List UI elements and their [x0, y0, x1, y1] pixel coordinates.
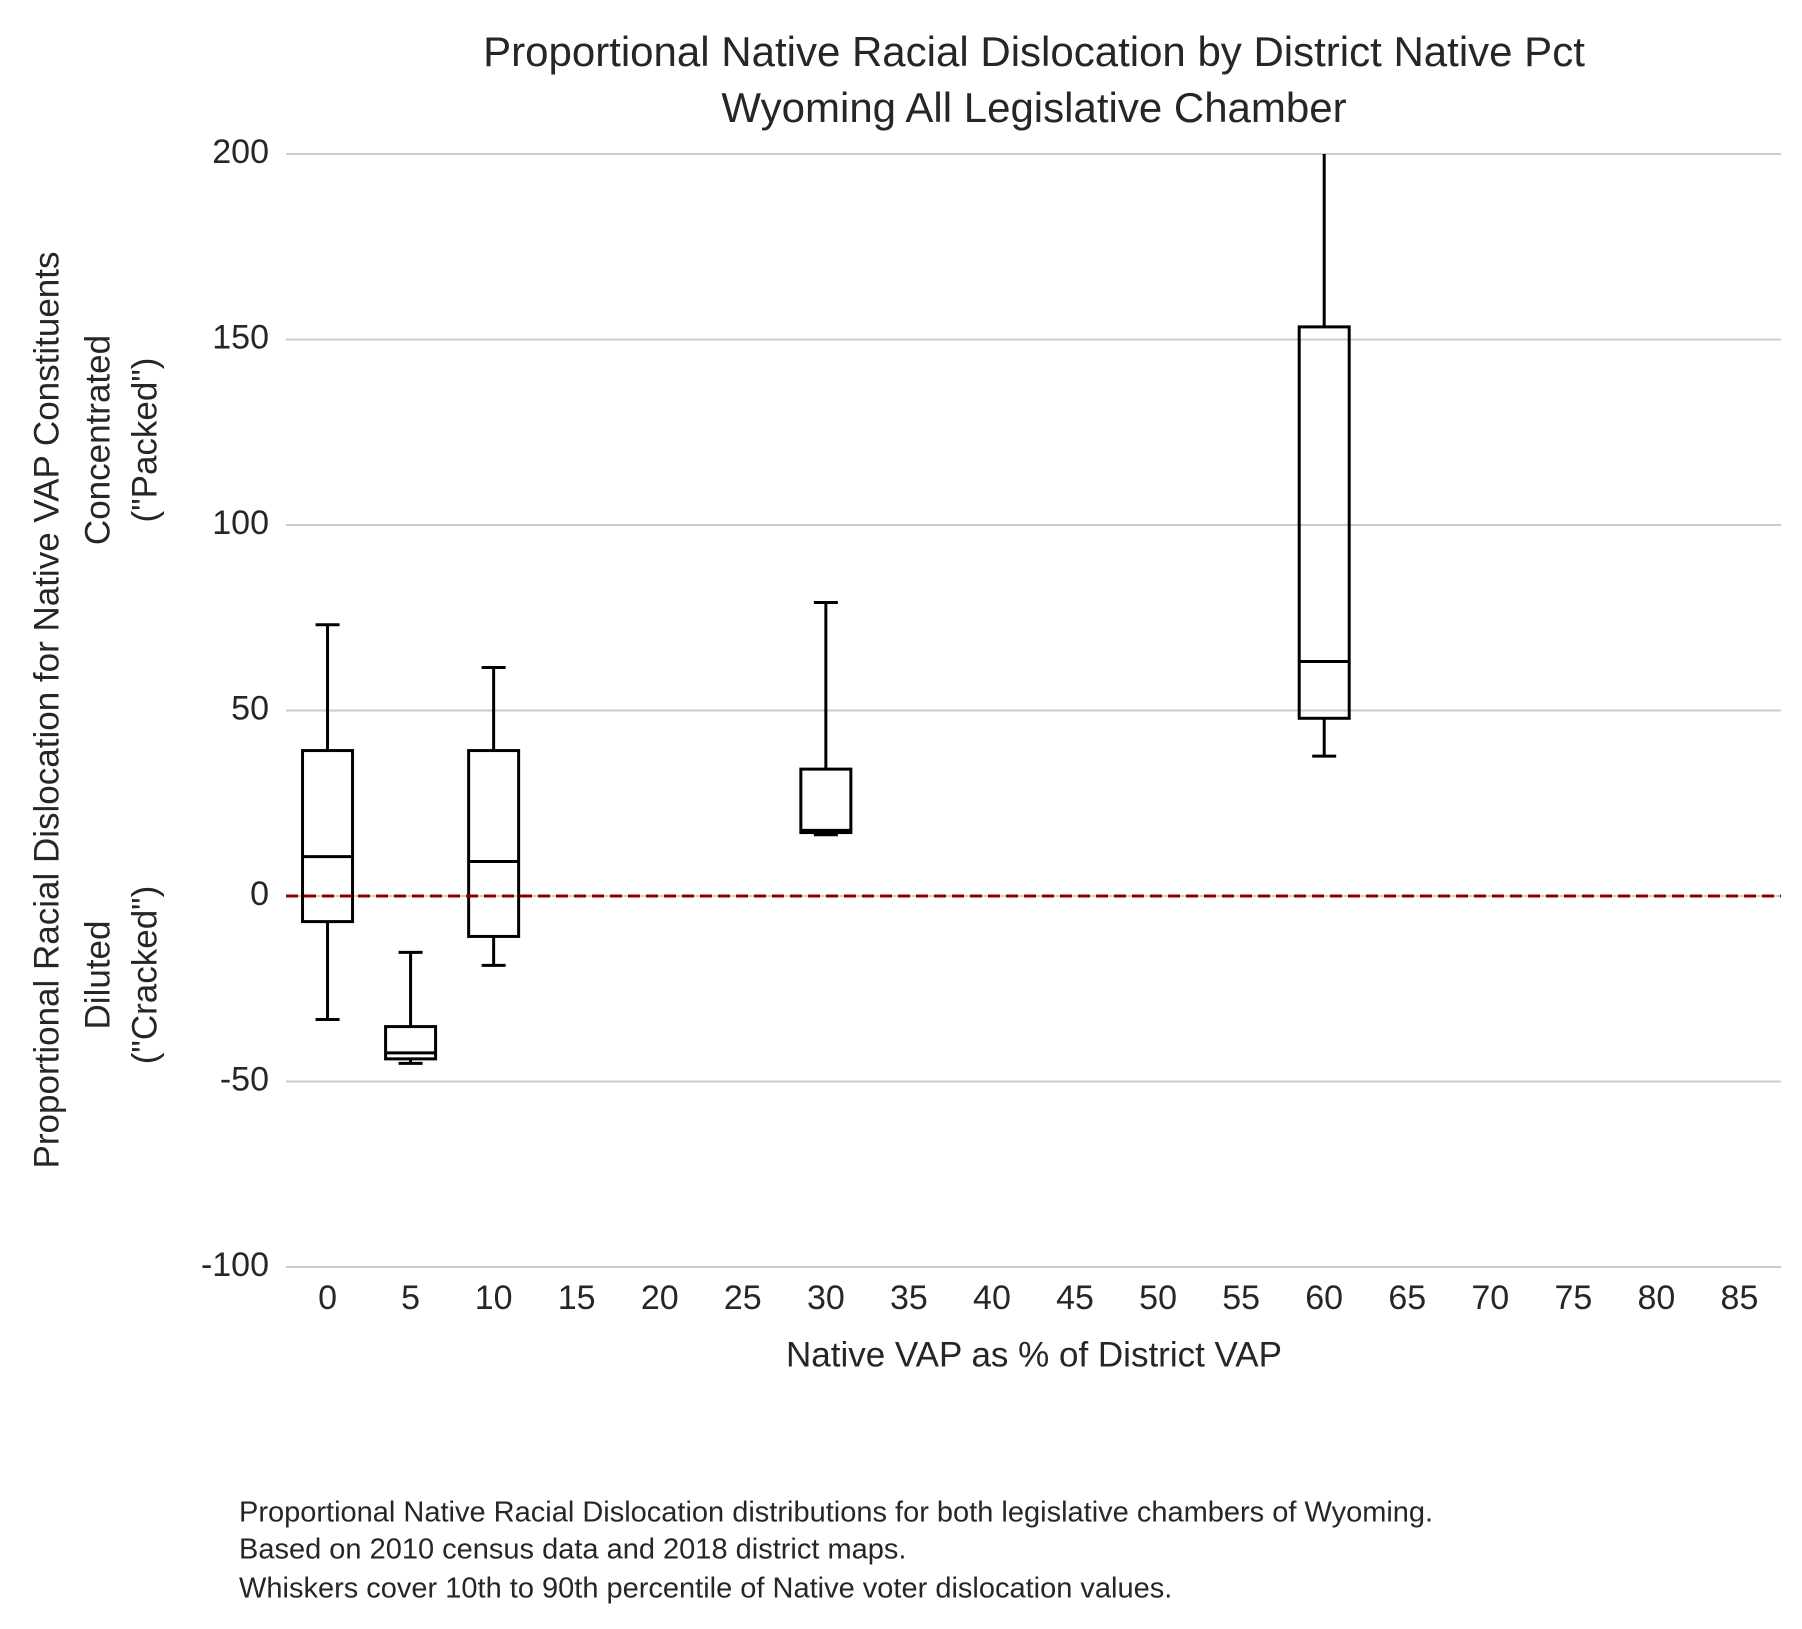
x-tick-label: 70 — [1471, 1279, 1509, 1317]
packed-label: Concentrated — [78, 335, 117, 545]
box — [384, 1025, 438, 1061]
y-axis-label: Proportional Racial Dislocation for Nati… — [27, 252, 66, 1169]
x-tick-label: 80 — [1638, 1279, 1676, 1317]
x-tick-label: 0 — [318, 1279, 337, 1317]
box — [467, 749, 521, 938]
cracked-label: Diluted — [78, 921, 117, 1030]
plot-area — [286, 154, 1781, 1065]
x-tick-label: 50 — [1139, 1279, 1177, 1317]
chart-subtitle: Wyoming All Legislative Chamber — [721, 84, 1346, 131]
caption: Proportional Native Racial Dislocation d… — [239, 1497, 1433, 1529]
x-tick-label: 25 — [724, 1279, 762, 1317]
x-tick-label: 55 — [1222, 1279, 1260, 1317]
x-tick-label: 10 — [475, 1279, 513, 1317]
chart-title: Proportional Native Racial Dislocation b… — [483, 28, 1585, 75]
x-tick-label: 65 — [1388, 1279, 1426, 1317]
box — [301, 749, 355, 924]
y-tick-label: 0 — [250, 875, 269, 913]
caption: Whiskers cover 10th to 90th percentile o… — [239, 1573, 1172, 1605]
box — [1297, 325, 1351, 720]
x-tick-label: 30 — [807, 1279, 845, 1317]
x-tick-label: 75 — [1554, 1279, 1592, 1317]
box — [799, 767, 853, 835]
y-tick-label: 150 — [212, 318, 269, 356]
y-tick-label: -50 — [220, 1060, 269, 1098]
x-tick-label: 20 — [641, 1279, 679, 1317]
packed-label: ("Packed") — [125, 358, 164, 523]
x-tick-label: 85 — [1721, 1279, 1759, 1317]
x-tick-label: 35 — [890, 1279, 928, 1317]
y-tick-label: -100 — [201, 1246, 269, 1284]
y-tick-label: 200 — [212, 133, 269, 171]
x-tick-label: 15 — [558, 1279, 596, 1317]
x-tick-label: 45 — [1056, 1279, 1094, 1317]
x-tick-label: 60 — [1305, 1279, 1343, 1317]
caption: Based on 2010 census data and 2018 distr… — [239, 1534, 906, 1566]
x-axis-label: Native VAP as % of District VAP — [786, 1335, 1282, 1374]
y-tick-label: 100 — [212, 504, 269, 542]
x-tick-label: 5 — [401, 1279, 420, 1317]
cracked-label: ("Cracked") — [125, 886, 164, 1065]
y-tick-label: 50 — [231, 689, 269, 727]
x-tick-label: 40 — [973, 1279, 1011, 1317]
